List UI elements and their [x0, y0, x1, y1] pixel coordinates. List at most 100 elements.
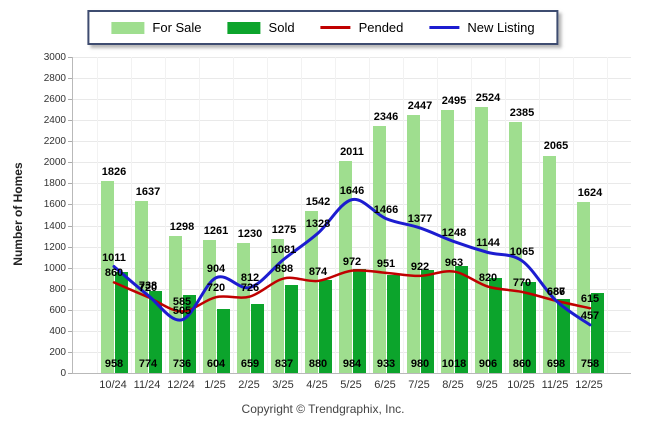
pended-value-label: 874 — [308, 265, 328, 278]
grid-line-vertical — [267, 57, 268, 373]
sold-value-label: 958 — [104, 358, 124, 370]
sold-bar — [250, 303, 264, 373]
y-tick-label: 2600 — [43, 94, 66, 106]
grid-line-vertical — [471, 57, 472, 373]
for-sale-value-label: 2346 — [373, 110, 399, 123]
grid-line-horizontal — [73, 267, 631, 269]
sold-bar — [590, 293, 604, 373]
new-listing-value-label: 1144 — [476, 237, 500, 250]
sold-value-label: 906 — [478, 358, 498, 370]
x-tick-label: 4/25 — [306, 379, 328, 391]
for-sale-value-label: 1230 — [237, 228, 263, 241]
grid-line-vertical — [505, 57, 506, 373]
x-tick-label: 10/24 — [99, 379, 127, 391]
plot-area: 1826 958 860 1011 1637 774 720 738 1298 736 585 505… — [72, 57, 631, 374]
x-tick-label: 8/25 — [442, 379, 464, 391]
y-tick-mark — [68, 373, 72, 374]
for-sale-value-label: 1542 — [305, 195, 331, 208]
y-tick-label: 400 — [49, 325, 66, 337]
pended-value-label: 898 — [274, 263, 294, 276]
x-tick-label: 1/25 — [204, 379, 226, 391]
legend-label-sold: Sold — [268, 20, 295, 35]
grid-line-vertical — [369, 57, 370, 373]
grid-line-horizontal — [73, 99, 631, 101]
y-tick-mark — [68, 246, 72, 248]
y-axis-title: Number of Homes — [11, 162, 25, 266]
for-sale-value-label: 1826 — [101, 165, 127, 178]
y-tick-label: 1600 — [43, 199, 66, 211]
y-tick-label: 2800 — [43, 73, 66, 85]
grid-line-horizontal — [73, 78, 631, 80]
grid-line-vertical — [607, 57, 608, 373]
pended-value-label: 686 — [546, 285, 566, 298]
pended-value-label: 972 — [342, 255, 362, 268]
new-listing-value-label: 1011 — [102, 251, 126, 264]
for-sale-value-label: 1298 — [169, 221, 195, 234]
new-listing-value-label: 1377 — [407, 212, 433, 225]
grid-line-vertical — [301, 57, 302, 373]
sold-bar — [216, 309, 230, 373]
sold-value-label: 659 — [240, 358, 260, 370]
sold-value-label: 837 — [274, 358, 294, 370]
pended-value-label: 615 — [580, 293, 600, 306]
pended-value-label: 770 — [512, 276, 532, 289]
x-tick-label: 9/25 — [476, 379, 498, 391]
for-sale-bar — [372, 125, 386, 373]
pended-swatch-icon — [320, 26, 351, 29]
x-tick-label: 6/25 — [374, 379, 396, 391]
y-tick-label: 1400 — [43, 220, 66, 232]
for-sale-value-label: 1637 — [135, 185, 161, 198]
y-tick-label: 0 — [60, 368, 66, 379]
y-tick-label: 2000 — [43, 157, 66, 169]
new-listing-value-label: 505 — [172, 304, 192, 317]
grid-line-vertical — [539, 57, 540, 373]
sold-value-label: 604 — [206, 358, 226, 370]
grid-line-horizontal — [73, 204, 631, 206]
pended-value-label: 963 — [444, 256, 464, 269]
y-tick-mark — [68, 267, 72, 269]
sold-value-label: 758 — [580, 358, 600, 370]
x-tick-label: 11/25 — [541, 379, 569, 391]
new-listing-value-label: 457 — [580, 309, 600, 322]
sold-value-label: 774 — [138, 358, 158, 370]
sold-bar — [386, 274, 400, 373]
y-tick-label: 1000 — [43, 262, 66, 274]
sold-value-label: 880 — [308, 358, 328, 370]
sold-value-label: 1018 — [441, 358, 467, 370]
y-tick-label: 2400 — [43, 115, 66, 127]
for-sale-bar — [508, 121, 522, 373]
for-sale-bar — [202, 240, 216, 373]
sold-value-label: 984 — [342, 358, 362, 370]
y-tick-mark — [68, 78, 72, 80]
y-tick-mark — [68, 183, 72, 185]
grid-line-vertical — [97, 57, 98, 373]
pended-value-label: 951 — [376, 257, 396, 270]
for-sale-value-label: 2495 — [441, 95, 467, 108]
grid-line-horizontal — [73, 246, 631, 248]
for-sale-swatch-icon — [111, 21, 145, 34]
grid-line-horizontal — [73, 183, 631, 185]
grid-line-vertical — [199, 57, 200, 373]
y-tick-mark — [68, 120, 72, 122]
y-tick-label: 2200 — [43, 136, 66, 148]
x-tick-label: 10/25 — [507, 379, 535, 391]
for-sale-bar — [440, 110, 454, 373]
grid-line-horizontal — [73, 141, 631, 143]
for-sale-value-label: 1275 — [271, 223, 297, 236]
legend-label-new-listing: New Listing — [467, 20, 535, 35]
for-sale-value-label: 2524 — [475, 92, 501, 105]
grid-line-horizontal — [73, 162, 631, 164]
sold-value-label: 933 — [376, 358, 396, 370]
for-sale-bar — [100, 180, 114, 373]
sold-bar — [284, 284, 298, 373]
x-tick-label: 7/25 — [408, 379, 430, 391]
new-listing-value-label: 1248 — [441, 226, 467, 239]
new-listing-value-label: 738 — [138, 280, 158, 293]
y-tick-label: 200 — [49, 346, 66, 358]
sold-bar — [420, 269, 434, 373]
for-sale-value-label: 2065 — [543, 140, 569, 153]
y-tick-mark — [68, 204, 72, 206]
new-listing-value-label: 687 — [546, 285, 566, 298]
trend-lines — [112, 198, 592, 327]
